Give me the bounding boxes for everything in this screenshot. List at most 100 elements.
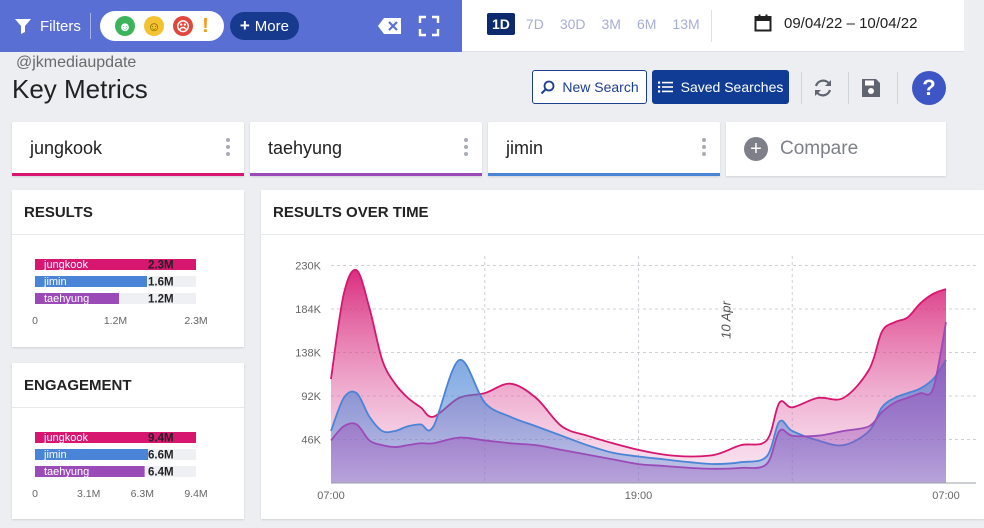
- bar-label: taehyung: [44, 293, 89, 305]
- divider: [12, 234, 244, 235]
- compare-button[interactable]: + Compare: [726, 122, 946, 176]
- date-range-tabs: 1D 7D 30D 3M 6M 13M: [487, 13, 705, 35]
- search-label: taehyung: [268, 138, 343, 158]
- bar-value: 2.3M: [148, 260, 174, 272]
- sentiment-filter[interactable]: ☻ ☺ ☹ !: [99, 11, 224, 41]
- saved-searches-button[interactable]: Saved Searches: [652, 70, 789, 104]
- results-bar-chart: jungkook 2.3M jimin 1.6M taehyung 1.2M 0 1.2M 2.…: [32, 259, 208, 327]
- x-tick-label: 3.1M: [77, 488, 100, 500]
- bar-taehyung[interactable]: [35, 293, 119, 304]
- search-label: jungkook: [30, 138, 103, 158]
- bar-label: jungkook: [43, 432, 89, 444]
- plus-icon: +: [239, 16, 250, 35]
- search-color-underline: [12, 173, 244, 176]
- engagement-panel: ENGAGEMENT jungkook 9.4M jimin 6.6M taehyung…: [12, 363, 244, 519]
- bar-jungkook[interactable]: [35, 259, 196, 270]
- saved-searches-label: Saved Searches: [680, 79, 784, 95]
- positive-sentiment-icon[interactable]: ☻: [114, 16, 135, 36]
- search-card-taehyung[interactable]: taehyung: [250, 122, 482, 176]
- divider: [261, 234, 984, 235]
- date-range-text: 09/04/22 – 10/04/22: [784, 14, 918, 32]
- bar-value: 1.6M: [148, 277, 174, 289]
- clear-filters-icon[interactable]: [377, 17, 403, 35]
- search-color-underline: [250, 173, 482, 176]
- fullscreen-icon[interactable]: [418, 15, 440, 37]
- bar-label: jimin: [43, 276, 67, 288]
- divider: [897, 72, 898, 104]
- bar-value: 1.2M: [148, 294, 174, 306]
- line-jimin[interactable]: [330, 359, 947, 465]
- area-taehyung[interactable]: [331, 322, 946, 483]
- more-options-icon[interactable]: [464, 138, 468, 156]
- filters-label: Filters: [40, 17, 81, 35]
- bar-label: taehyung: [44, 466, 89, 478]
- negative-sentiment-icon[interactable]: ☹: [173, 16, 194, 36]
- engagement-title: ENGAGEMENT: [24, 377, 132, 394]
- x-tick-label: 1.2M: [104, 315, 127, 327]
- bar-jungkook[interactable]: [35, 432, 196, 443]
- list-icon: [657, 81, 673, 93]
- divider: [89, 13, 91, 39]
- new-search-label: New Search: [562, 79, 639, 95]
- bar-taehyung[interactable]: [35, 466, 145, 477]
- help-icon[interactable]: ?: [912, 71, 946, 105]
- new-search-button[interactable]: New Search: [532, 70, 647, 104]
- bar-value: 9.4M: [148, 433, 174, 445]
- date-range-picker[interactable]: 09/04/22 – 10/04/22: [754, 14, 917, 32]
- more-options-icon[interactable]: [226, 138, 230, 156]
- engagement-bar-chart: jungkook 9.4M jimin 6.6M taehyung 6.4M 0 3.1M 6.…: [32, 432, 208, 500]
- results-title: RESULTS: [24, 204, 93, 221]
- y-tick-label: 184K: [295, 304, 321, 316]
- bar-jimin[interactable]: [35, 449, 149, 460]
- divider: [711, 10, 712, 42]
- search-color-underline: [488, 173, 720, 176]
- y-tick-label: 138K: [295, 347, 321, 359]
- search-label: jimin: [506, 138, 544, 158]
- line-taehyung[interactable]: [330, 322, 947, 470]
- divider: [12, 407, 244, 408]
- line-jungkook[interactable]: [330, 268, 947, 458]
- neutral-sentiment-icon[interactable]: ☺: [143, 16, 164, 36]
- range-tab-6m[interactable]: 6M: [636, 16, 657, 32]
- range-tab-30d[interactable]: 30D: [559, 16, 586, 32]
- filters-button[interactable]: Filters: [14, 18, 81, 35]
- divider: [801, 72, 802, 104]
- search-icon: [541, 80, 555, 94]
- results-over-time-title: RESULTS OVER TIME: [273, 204, 429, 221]
- results-over-time-chart: 46K 92K 138K 184K 230K 10 Apr 07:00 19:00 07:00: [295, 256, 976, 502]
- x-tick-label: 0: [32, 315, 38, 327]
- date-bar: 1D 7D 30D 3M 6M 13M 09/04/22 – 10/04/22: [462, 0, 964, 52]
- x-tick-label: 0: [32, 488, 38, 500]
- bar-label: jimin: [43, 449, 67, 461]
- calendar-icon: [754, 14, 772, 32]
- divider: [848, 72, 849, 104]
- results-panel: RESULTS jungkook 2.3M jimin 1.6M taehyung 1.2…: [12, 190, 244, 347]
- compare-label: Compare: [780, 138, 859, 159]
- more-label: More: [254, 17, 289, 35]
- x-tick-label: 07:00: [932, 490, 960, 502]
- range-tab-1d[interactable]: 1D: [487, 13, 515, 35]
- bar-value: 6.4M: [148, 467, 174, 479]
- range-tab-13m[interactable]: 13M: [672, 16, 700, 32]
- more-options-icon[interactable]: [702, 138, 706, 156]
- y-tick-label: 46K: [301, 434, 321, 446]
- range-tab-7d[interactable]: 7D: [525, 16, 544, 32]
- y-tick-label: 230K: [295, 260, 321, 272]
- refresh-icon[interactable]: [812, 77, 834, 99]
- search-card-jimin[interactable]: jimin: [488, 122, 720, 176]
- x-tick-label: 9.4M: [184, 488, 207, 500]
- search-card-jungkook[interactable]: jungkook: [12, 122, 244, 176]
- bar-jimin[interactable]: [35, 276, 147, 287]
- page-title: Key Metrics: [12, 74, 148, 104]
- date-annotation: 10 Apr: [719, 300, 734, 338]
- range-tab-3m[interactable]: 3M: [601, 16, 621, 32]
- alert-icon[interactable]: !: [202, 14, 209, 37]
- x-tick-label: 07:00: [317, 490, 345, 502]
- filter-icon: [15, 19, 31, 34]
- save-icon[interactable]: [860, 77, 882, 99]
- results-over-time-panel: RESULTS OVER TIME 46K 92K 138K 184K 230K 10 A…: [261, 190, 984, 519]
- bar-label: jungkook: [43, 259, 89, 271]
- more-filters-button[interactable]: + More: [229, 12, 299, 40]
- y-tick-label: 92K: [301, 391, 321, 403]
- x-tick-label: 6.3M: [131, 488, 154, 500]
